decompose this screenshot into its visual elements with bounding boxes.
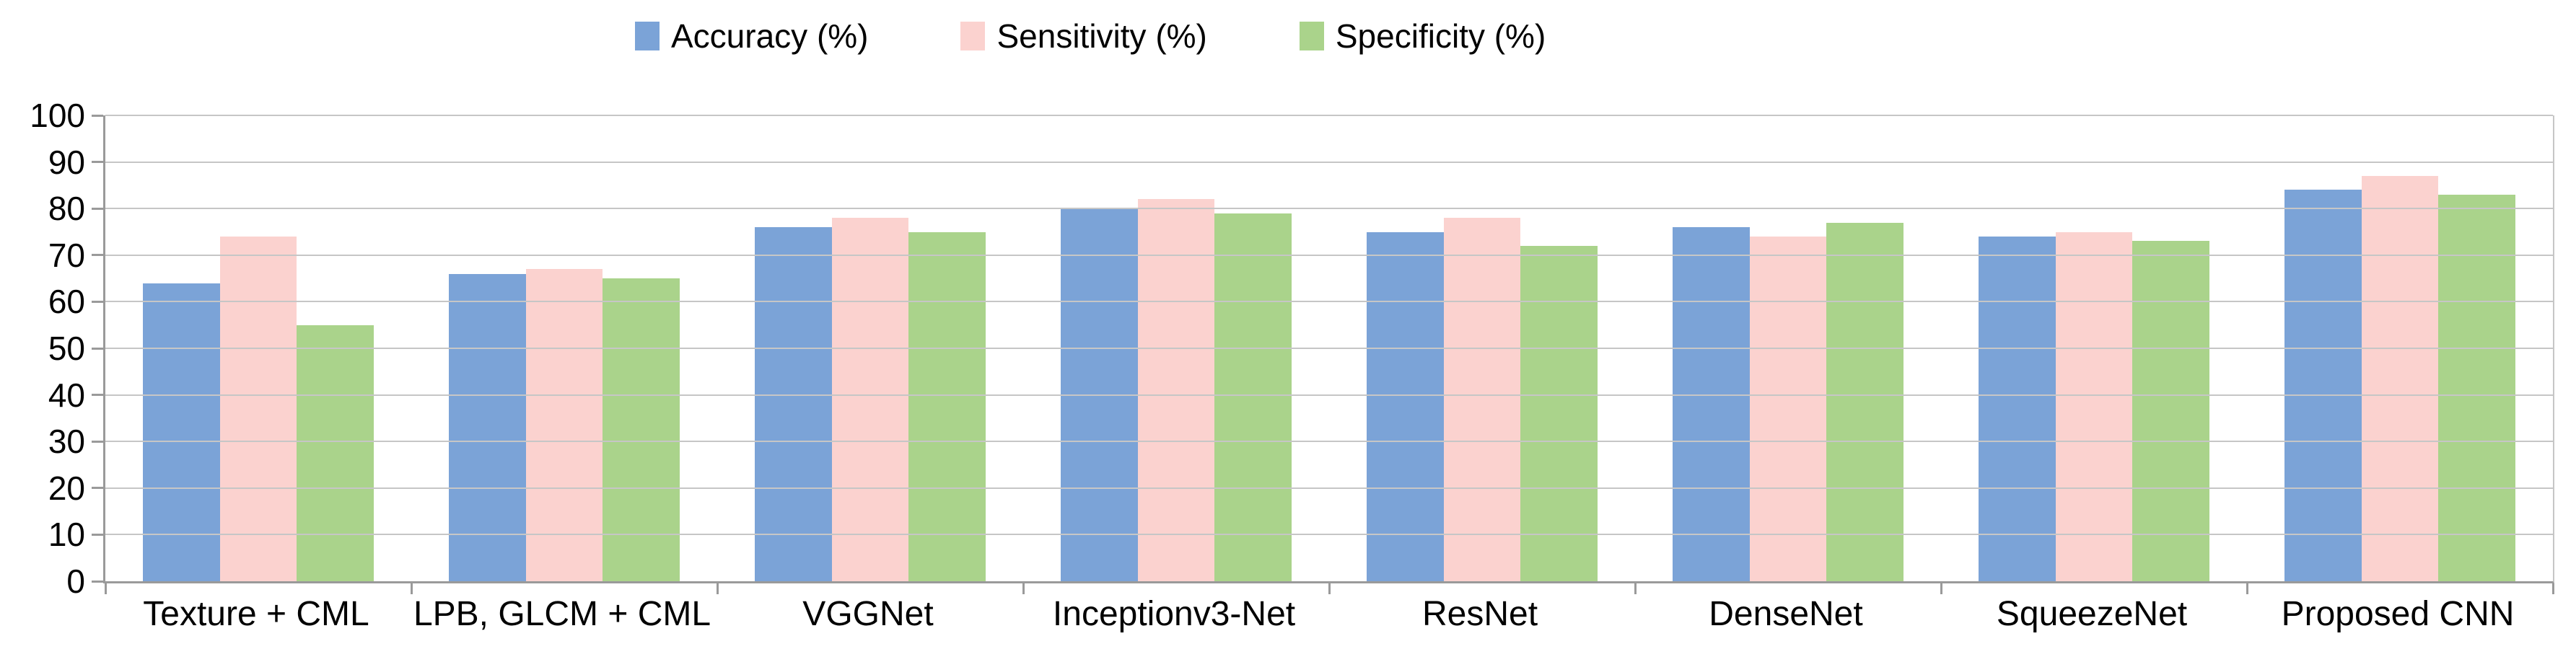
legend-swatch-specificity bbox=[1299, 22, 1324, 50]
bar-group-squeezenet bbox=[1941, 115, 2247, 581]
gridline-60 bbox=[105, 301, 2553, 303]
y-tick-label-30: 30 bbox=[48, 423, 85, 461]
bar-specificity-texture-cml bbox=[297, 325, 374, 581]
y-tick-mark-70 bbox=[92, 254, 103, 257]
y-tick-label-50: 50 bbox=[48, 330, 85, 367]
x-axis-label-proposed-cnn: Proposed CNN bbox=[2281, 595, 2515, 633]
legend: Accuracy (%) Sensitivity (%) Specificity (… bbox=[635, 13, 1546, 59]
bar-accuracy-resnet bbox=[1366, 231, 1444, 581]
x-axis-label-resnet: ResNet bbox=[1421, 595, 1538, 633]
y-tick-label-60: 60 bbox=[48, 283, 85, 321]
bar-groups bbox=[105, 115, 2553, 581]
bar-specificity-vggnet bbox=[908, 231, 986, 581]
y-tick-label-90: 90 bbox=[48, 143, 85, 181]
y-tick-mark-20 bbox=[92, 487, 103, 490]
legend-item-specificity: Specificity (%) bbox=[1299, 17, 1546, 55]
y-tick-mark-100 bbox=[92, 114, 103, 117]
gridline-10 bbox=[105, 534, 2553, 536]
y-tick-mark-80 bbox=[92, 207, 103, 210]
plot-area bbox=[92, 114, 2554, 594]
gridline-40 bbox=[105, 394, 2553, 396]
x-tick-mark-6 bbox=[1940, 583, 1942, 594]
gridline-80 bbox=[105, 208, 2553, 210]
bar-sensitivity-vggnet bbox=[831, 218, 909, 581]
gridline-90 bbox=[105, 161, 2553, 163]
x-axis-labels: Texture + CML LPB, GLCM + CML VGGNet Incept… bbox=[103, 595, 2551, 634]
legend-label-specificity: Specificity (%) bbox=[1335, 17, 1546, 55]
bar-sensitivity-texture-cml bbox=[219, 236, 297, 581]
bar-sensitivity-lpb-glcm-cml bbox=[525, 269, 603, 581]
x-axis-label-texture-cml: Texture + CML bbox=[143, 595, 369, 633]
bar-specificity-proposed-cnn bbox=[2438, 194, 2516, 581]
bar-group-texture-cml bbox=[105, 115, 411, 581]
legend-swatch-accuracy bbox=[635, 22, 660, 50]
y-tick-mark-60 bbox=[92, 300, 103, 303]
legend-label-accuracy: Accuracy (%) bbox=[671, 17, 869, 55]
gridline-20 bbox=[105, 487, 2553, 489]
x-tick-mark-5 bbox=[1634, 583, 1637, 594]
gridline-70 bbox=[105, 254, 2553, 256]
bar-group-resnet bbox=[1329, 115, 1635, 581]
bar-sensitivity-resnet bbox=[1443, 218, 1521, 581]
bar-specificity-lpb-glcm-cml bbox=[603, 278, 680, 581]
x-axis-label-densenet: DenseNet bbox=[1709, 595, 1863, 633]
x-tick-mark-8 bbox=[2551, 583, 2554, 594]
x-tick-mark-3 bbox=[1022, 583, 1025, 594]
bar-sensitivity-densenet bbox=[1749, 236, 1827, 581]
x-tick-mark-4 bbox=[1328, 583, 1331, 594]
bar-specificity-squeezenet bbox=[2132, 241, 2210, 581]
bar-specificity-resnet bbox=[1520, 245, 1598, 581]
bar-specificity-inceptionv3-net bbox=[1214, 213, 1292, 581]
y-tick-label-10: 10 bbox=[48, 516, 85, 554]
x-axis-label-lpb-glcm-cml: LPB, GLCM + CML bbox=[413, 595, 711, 633]
bar-accuracy-squeezenet bbox=[1978, 236, 2056, 581]
y-tick-label-80: 80 bbox=[48, 190, 85, 228]
legend-swatch-sensitivity bbox=[960, 22, 986, 50]
bar-group-vggnet bbox=[717, 115, 1023, 581]
y-tick-mark-30 bbox=[92, 440, 103, 443]
y-tick-label-70: 70 bbox=[48, 236, 85, 274]
bar-sensitivity-squeezenet bbox=[2055, 231, 2133, 581]
y-axis: 0 10 20 30 40 50 60 70 80 90 100 bbox=[0, 99, 85, 598]
y-tick-mark-40 bbox=[92, 394, 103, 397]
x-axis-label-squeezenet: SqueezeNet bbox=[1996, 595, 2188, 633]
x-tick-mark-0 bbox=[104, 583, 107, 594]
gridline-100 bbox=[105, 115, 2553, 116]
y-tick-mark-50 bbox=[92, 347, 103, 350]
bar-specificity-densenet bbox=[1826, 222, 1904, 581]
y-tick-mark-90 bbox=[92, 161, 103, 164]
y-tick-label-100: 100 bbox=[30, 97, 85, 134]
bar-accuracy-densenet bbox=[1672, 227, 1750, 581]
x-tick-mark-1 bbox=[410, 583, 413, 594]
bar-group-lpb-glcm-cml bbox=[411, 115, 717, 581]
x-tick-mark-2 bbox=[716, 583, 719, 594]
y-tick-label-40: 40 bbox=[48, 376, 85, 414]
legend-item-accuracy: Accuracy (%) bbox=[635, 19, 868, 53]
bar-group-densenet bbox=[1635, 115, 1941, 581]
bar-accuracy-texture-cml bbox=[142, 283, 220, 581]
gridline-50 bbox=[105, 348, 2553, 349]
gridline-30 bbox=[105, 441, 2553, 443]
y-tick-mark-0 bbox=[92, 580, 103, 583]
bar-accuracy-lpb-glcm-cml bbox=[448, 273, 526, 581]
legend-label-sensitivity: Sensitivity (%) bbox=[996, 17, 1207, 55]
y-tick-label-20: 20 bbox=[48, 469, 85, 507]
legend-item-sensitivity: Sensitivity (%) bbox=[960, 17, 1207, 55]
x-axis-label-inceptionv3-net: Inceptionv3-Net bbox=[1052, 595, 1296, 633]
x-axis-label-vggnet: VGGNet bbox=[802, 595, 934, 633]
x-tick-mark-7 bbox=[2246, 583, 2248, 594]
bar-accuracy-vggnet bbox=[754, 227, 832, 581]
bar-accuracy-proposed-cnn bbox=[2284, 190, 2362, 581]
bar-sensitivity-inceptionv3-net bbox=[1137, 199, 1215, 581]
y-tick-mark-10 bbox=[92, 533, 103, 536]
bar-sensitivity-proposed-cnn bbox=[2361, 175, 2439, 581]
y-tick-label-0: 0 bbox=[66, 562, 85, 600]
